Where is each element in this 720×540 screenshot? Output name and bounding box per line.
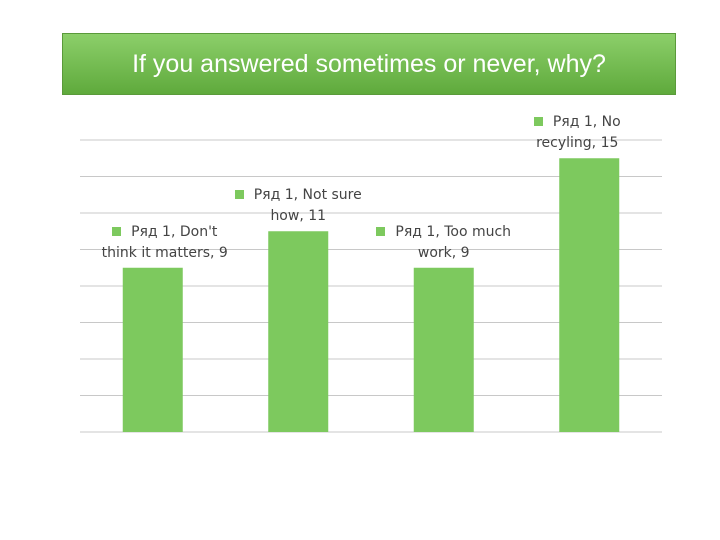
data-label: Ряд 1, Not sure how, 11 <box>230 185 366 227</box>
legend-key <box>234 190 244 200</box>
legend-key <box>533 117 543 127</box>
data-label: Ряд 1, No recyling, 15 <box>509 112 645 154</box>
data-label: Ряд 1, Don't think it matters, 9 <box>97 222 233 264</box>
data-label: Ряд 1, Too much work, 9 <box>376 222 512 264</box>
bar <box>559 158 620 432</box>
bar <box>413 267 474 432</box>
data-label-text: Ряд 1, No recyling, 15 <box>536 114 621 152</box>
bar <box>268 231 329 432</box>
title-banner <box>62 33 676 95</box>
bar <box>122 267 183 432</box>
legend-key <box>112 226 122 236</box>
data-label-text: Ряд 1, Don't think it matters, 9 <box>101 223 228 261</box>
data-label-text: Ряд 1, Too much work, 9 <box>395 223 512 261</box>
legend-key <box>376 226 386 236</box>
data-label-text: Ряд 1, Not sure how, 11 <box>253 187 362 225</box>
chart-title: If you answered sometimes or never, why? <box>132 50 606 78</box>
